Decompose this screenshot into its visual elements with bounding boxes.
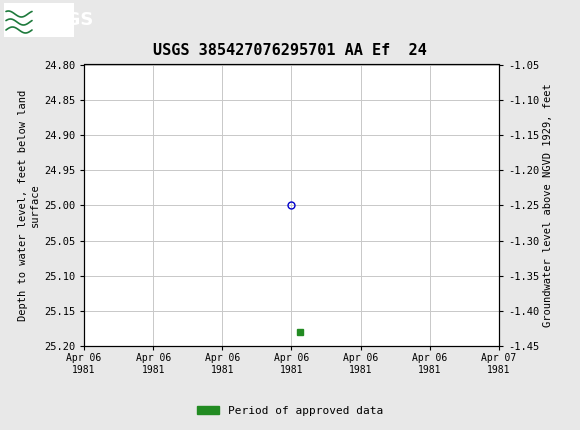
Text: USGS: USGS (38, 11, 93, 29)
Y-axis label: Groundwater level above NGVD 1929, feet: Groundwater level above NGVD 1929, feet (543, 83, 553, 327)
Text: USGS 385427076295701 AA Ef  24: USGS 385427076295701 AA Ef 24 (153, 43, 427, 58)
Bar (4, 3, 74, 37)
Y-axis label: Depth to water level, feet below land
surface: Depth to water level, feet below land su… (18, 90, 39, 321)
Legend: Period of approved data: Period of approved data (193, 401, 387, 420)
